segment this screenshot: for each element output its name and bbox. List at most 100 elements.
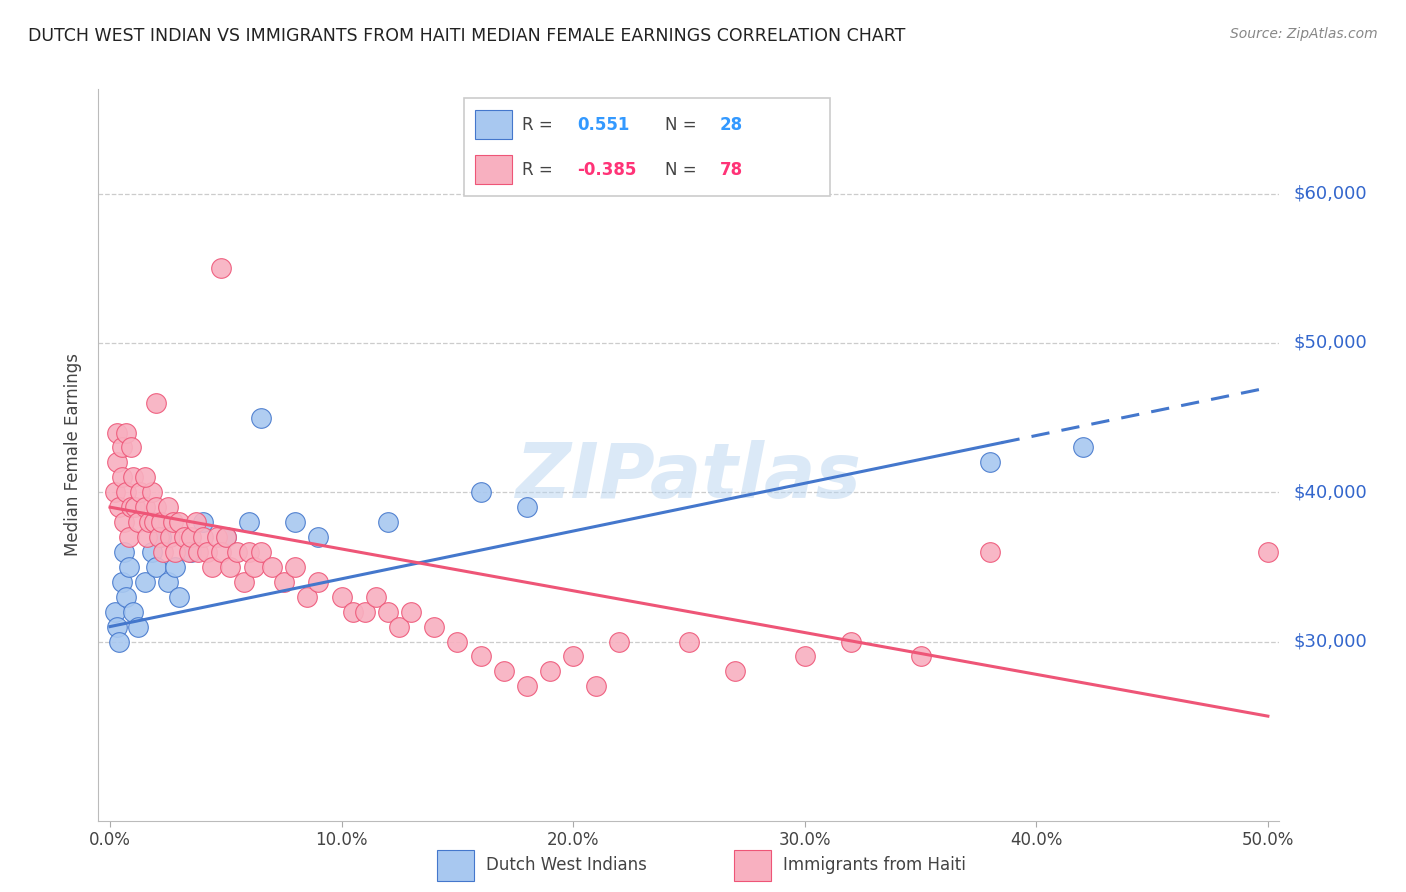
Point — [108, 500, 131, 515]
Point — [177, 545, 200, 559]
Point — [149, 515, 172, 529]
Point — [839, 634, 862, 648]
Point — [201, 560, 224, 574]
Point — [105, 619, 128, 633]
Point — [169, 590, 191, 604]
Point — [156, 500, 179, 515]
Point — [184, 515, 207, 529]
Point — [242, 560, 264, 574]
Point — [330, 590, 353, 604]
Point — [219, 560, 242, 574]
Point — [141, 485, 163, 500]
FancyBboxPatch shape — [475, 110, 512, 139]
Point — [141, 545, 163, 559]
Point — [262, 560, 284, 574]
Point — [110, 574, 132, 589]
Point — [226, 545, 249, 559]
Text: $50,000: $50,000 — [1294, 334, 1367, 352]
Point — [388, 619, 411, 633]
Point — [516, 500, 538, 515]
Point — [1257, 545, 1279, 559]
Point — [180, 545, 202, 559]
Point — [215, 530, 238, 544]
Point — [979, 455, 1001, 469]
FancyBboxPatch shape — [475, 155, 512, 185]
Point — [120, 500, 142, 515]
Text: N =: N = — [665, 116, 696, 134]
Point — [115, 485, 138, 500]
Point — [112, 545, 135, 559]
Point — [678, 634, 700, 648]
Point — [249, 410, 271, 425]
Point — [215, 530, 238, 544]
Point — [209, 545, 232, 559]
Point — [233, 574, 256, 589]
Point — [377, 515, 399, 529]
Text: 0.551: 0.551 — [578, 116, 630, 134]
Point — [127, 619, 149, 633]
Point — [115, 425, 138, 440]
Point — [136, 530, 159, 544]
FancyBboxPatch shape — [464, 98, 830, 196]
Text: N =: N = — [665, 161, 696, 178]
Point — [295, 590, 318, 604]
Text: 78: 78 — [720, 161, 742, 178]
Point — [423, 619, 446, 633]
Point — [516, 679, 538, 693]
Point — [148, 530, 170, 544]
Point — [399, 605, 422, 619]
Text: Immigrants from Haiti: Immigrants from Haiti — [783, 856, 966, 874]
Text: R =: R = — [523, 161, 553, 178]
Point — [249, 545, 271, 559]
Point — [353, 605, 375, 619]
Text: $30,000: $30,000 — [1294, 632, 1367, 650]
Point — [377, 605, 399, 619]
Point — [492, 665, 515, 679]
Text: Dutch West Indians: Dutch West Indians — [486, 856, 647, 874]
Y-axis label: Median Female Earnings: Median Female Earnings — [65, 353, 83, 557]
Point — [366, 590, 388, 604]
Point — [470, 649, 492, 664]
Text: -0.385: -0.385 — [578, 161, 637, 178]
Point — [117, 530, 139, 544]
Point — [110, 441, 132, 455]
Point — [145, 395, 167, 409]
Point — [209, 261, 232, 276]
Point — [108, 634, 131, 648]
Point — [238, 545, 260, 559]
Point — [122, 605, 145, 619]
Point — [910, 649, 932, 664]
Point — [115, 590, 138, 604]
Point — [195, 545, 218, 559]
Point — [129, 485, 152, 500]
Point — [562, 649, 585, 664]
Point — [173, 530, 195, 544]
Point — [724, 665, 747, 679]
Point — [162, 515, 184, 529]
Point — [152, 545, 174, 559]
Point — [104, 485, 127, 500]
Point — [205, 530, 228, 544]
Point — [145, 500, 167, 515]
Point — [134, 500, 156, 515]
Point — [191, 515, 214, 529]
Point — [307, 530, 329, 544]
FancyBboxPatch shape — [734, 849, 770, 881]
Point — [273, 574, 295, 589]
Point — [134, 574, 156, 589]
Point — [163, 560, 186, 574]
Point — [138, 515, 160, 529]
Point — [145, 560, 167, 574]
Point — [112, 515, 135, 529]
Point — [284, 560, 307, 574]
Point — [105, 455, 128, 469]
Point — [284, 515, 307, 529]
Point — [307, 574, 329, 589]
Point — [793, 649, 815, 664]
Point — [149, 530, 172, 544]
Point — [104, 605, 127, 619]
FancyBboxPatch shape — [437, 849, 474, 881]
Point — [124, 500, 146, 515]
Point — [117, 560, 139, 574]
Text: R =: R = — [523, 116, 553, 134]
